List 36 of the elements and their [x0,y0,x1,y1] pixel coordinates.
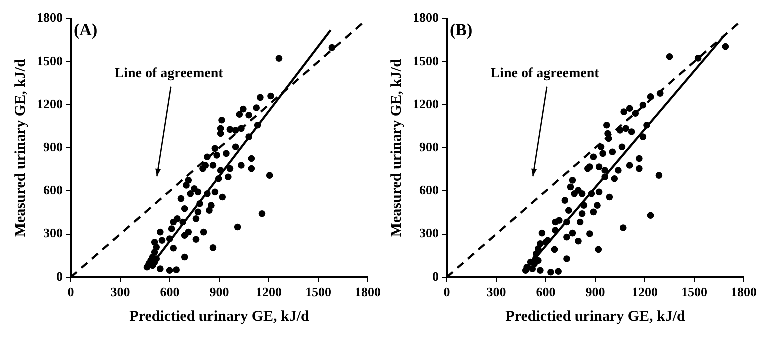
y-axis-title: Measured urinary GE, kJ/d [388,58,405,238]
x-axis-title: Predictied urinary GE, kJ/d [506,308,686,325]
y-tick-label: 1800 [37,10,63,26]
x-tick-label: 0 [68,284,74,300]
x-tick-label: 1200 [256,284,282,300]
annotation: Line of agreement [490,66,600,82]
x-tick-label: 1800 [355,284,381,300]
chart-title: (A) [74,20,98,40]
y-axis-title: Measured urinary GE, kJ/d [12,58,29,238]
x-tick-label: 1500 [306,284,332,300]
x-axis-title: Predictied urinary GE, kJ/d [130,308,310,325]
x-tick-label: 1800 [731,284,757,300]
x-tick-label: 900 [586,284,606,300]
y-tick-label: 600 [420,182,439,198]
x-tick-label: 900 [210,284,230,300]
y-tick-label: 1500 [37,53,63,68]
x-tick-label: 300 [110,284,130,300]
x-tick-label: 0 [444,284,450,300]
y-tick-label: 1200 [413,96,439,112]
x-tick-label: 600 [536,284,556,300]
y-tick-label: 300 [420,226,439,241]
x-tick-label: 1500 [682,284,708,300]
x-tick-label: 1200 [632,284,658,300]
annotation: Line of agreement [114,66,224,82]
y-tick-label: 1800 [413,10,439,26]
y-tick-label: 1200 [37,96,63,112]
chart-title: (B) [450,20,473,40]
y-tick-label: 600 [44,182,63,198]
y-tick-label: 300 [44,226,63,241]
y-tick-label: 900 [420,139,439,154]
y-tick-label: 1500 [413,53,439,68]
y-tick-label: 0 [56,268,63,284]
x-tick-label: 600 [160,284,180,300]
x-tick-label: 300 [486,284,506,300]
y-tick-label: 0 [432,268,439,284]
y-tick-label: 900 [44,139,63,154]
